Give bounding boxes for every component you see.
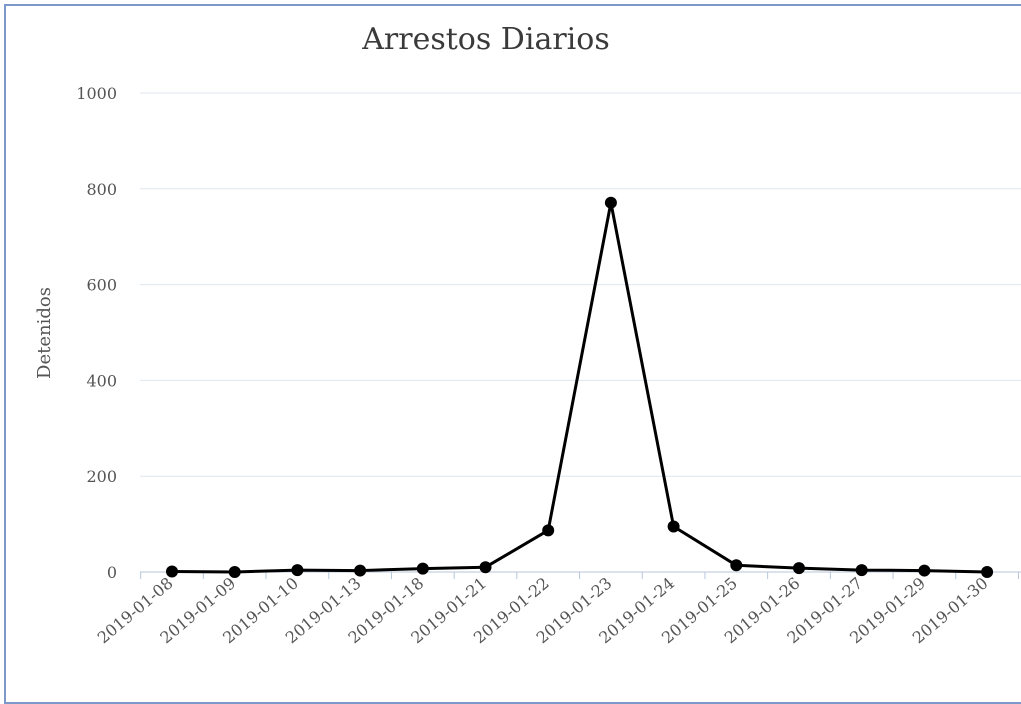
data-point-2019-01-22[interactable] [542, 524, 555, 537]
y-tick-label: 800 [86, 180, 117, 199]
data-point-2019-01-09[interactable] [228, 566, 241, 578]
data-point-2019-01-24[interactable] [667, 520, 680, 533]
chart-title: Arrestos Diarios [362, 22, 610, 57]
data-point-2019-01-25[interactable] [730, 559, 743, 572]
data-point-2019-01-27[interactable] [855, 564, 868, 577]
y-tick-label: 0 [107, 563, 117, 582]
y-axis: 0 200 400 600 800 1000 [76, 84, 117, 582]
y-axis-title: Detenidos [34, 287, 55, 379]
data-point-2019-01-18[interactable] [416, 562, 429, 575]
data-point-2019-01-13[interactable] [354, 564, 367, 577]
y-tick-label: 400 [86, 371, 117, 390]
data-point-2019-01-21[interactable] [479, 561, 492, 574]
series-line [171, 201, 988, 574]
data-point-2019-01-08[interactable] [166, 565, 178, 578]
y-tick-label: 1000 [76, 84, 117, 103]
data-point-2019-01-10[interactable] [291, 564, 304, 577]
data-point-2019-01-29[interactable] [918, 564, 931, 577]
gridlines [140, 92, 1021, 573]
line-chart: 0 200 400 600 800 1000 2019-01-082019-01-0920… [34, 84, 1021, 647]
data-point-2019-01-30[interactable] [981, 566, 994, 578]
y-tick-label: 200 [86, 467, 117, 486]
chart-frame [4, 4, 1021, 704]
data-point-2019-01-23[interactable] [604, 196, 617, 209]
series-line-group [166, 196, 994, 578]
data-point-2019-01-26[interactable] [793, 562, 805, 575]
x-axis: 2019-01-082019-01-092019-01-102019-01-13… [94, 572, 1019, 647]
y-tick-label: 600 [86, 276, 117, 295]
